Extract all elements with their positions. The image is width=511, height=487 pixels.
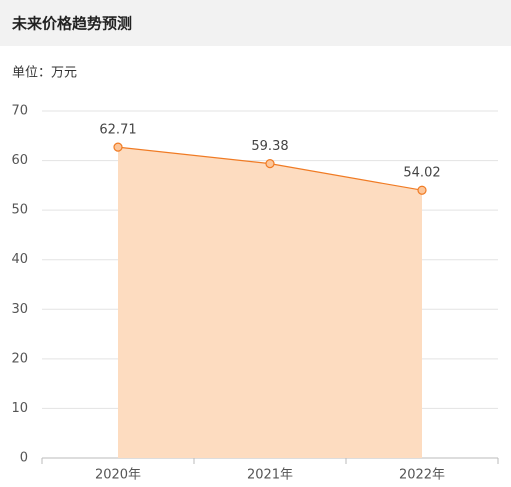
y-tick-label: 30 (11, 302, 28, 317)
y-tick-label: 70 (11, 104, 28, 119)
header-band (0, 0, 511, 46)
y-tick-label: 60 (11, 153, 28, 168)
y-tick-label: 0 (20, 451, 28, 466)
point (113, 142, 123, 152)
y-tick-label: 10 (11, 401, 28, 416)
y-tick-label: 40 (11, 252, 28, 267)
value-label: 59.38 (251, 139, 288, 154)
y-tick-label: 20 (11, 351, 28, 366)
y-tick-label: 50 (11, 203, 28, 218)
unit-label: 单位：万元 (12, 66, 77, 81)
point (265, 159, 275, 169)
x-tick-label: 2021年 (247, 468, 293, 483)
x-tick-label: 2022年 (399, 468, 445, 483)
chart-title: 未来价格趋势预测 (11, 15, 132, 33)
point (417, 185, 427, 195)
value-label: 62.71 (99, 123, 136, 138)
x-tick-label: 2020年 (95, 468, 141, 483)
value-label: 54.02 (403, 166, 440, 181)
area-fill (118, 147, 422, 458)
